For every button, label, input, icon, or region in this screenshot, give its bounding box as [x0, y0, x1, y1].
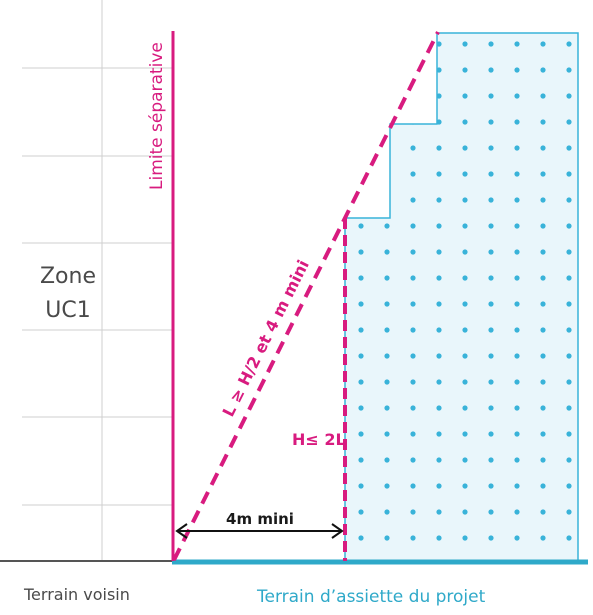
- height-rule-label: H≤ 2L: [292, 430, 346, 449]
- distance-label: 4m mini: [226, 510, 294, 528]
- slope-dashed-line: [172, 31, 440, 561]
- building-dot-pattern: [345, 33, 578, 561]
- neighbor-grid: [22, 0, 172, 560]
- slope-rule-label: L ≥ H/2 et 4 m mini: [219, 257, 313, 420]
- separative-limit-label: Limite séparative: [147, 42, 167, 190]
- zone-label-line2: UC1: [45, 298, 90, 323]
- zone-label-line1: Zone: [40, 264, 96, 289]
- project-terrain-label: Terrain d’assiette du projet: [256, 587, 486, 607]
- neighbor-terrain-label: Terrain voisin: [23, 585, 130, 604]
- distance-arrow: [175, 523, 344, 539]
